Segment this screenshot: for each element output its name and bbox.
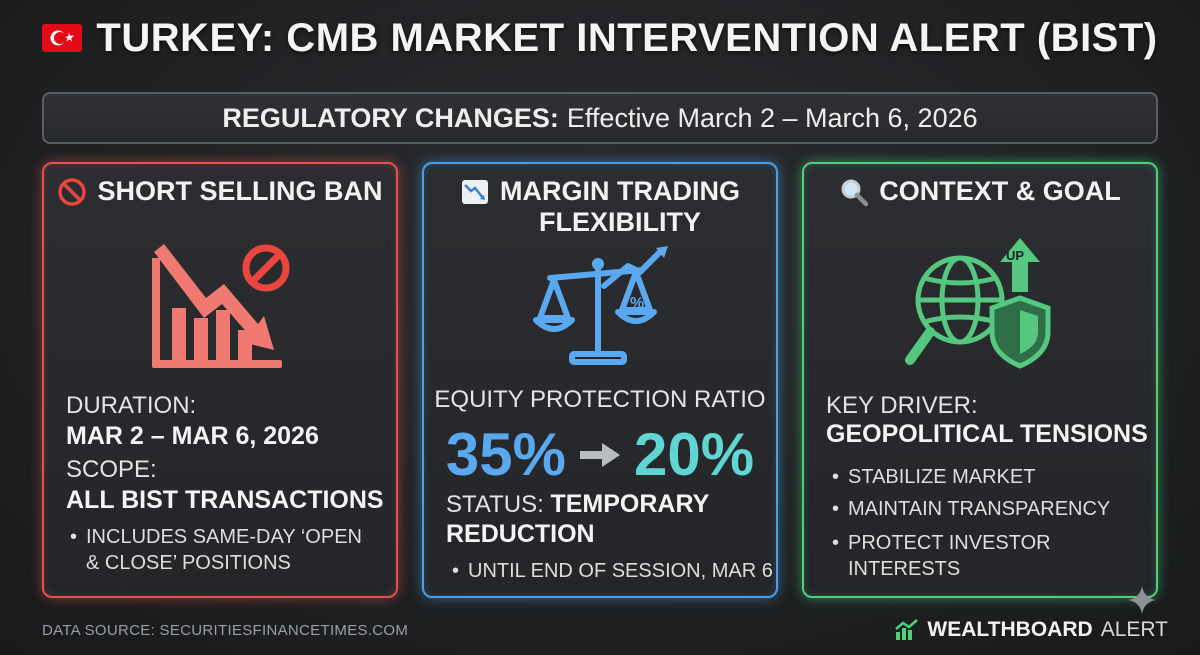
magnifier-icon xyxy=(841,179,869,207)
banner-text: Effective March 2 – March 6, 2026 xyxy=(566,102,978,133)
status-bullet: UNTIL END OF SESSION, MAR 6 xyxy=(452,558,773,584)
card-heading: CONTEXT & GOAL xyxy=(804,176,1156,207)
percent-glyph: % xyxy=(630,295,644,312)
card-heading-line2: FLEXIBILITY xyxy=(538,207,701,237)
sparkle-icon xyxy=(1128,586,1156,614)
no-entry-icon xyxy=(58,178,87,206)
header: TURKEY: CMB MARKET INTERVENTION ALERT (B… xyxy=(0,10,1200,66)
driver-value: GEOPOLITICAL TENSIONS xyxy=(826,420,1148,448)
banner-label: REGULATORY CHANGES: xyxy=(222,102,559,133)
arrow-right-icon xyxy=(580,442,620,467)
chart-decreasing-icon xyxy=(462,180,488,204)
card-context-goal: CONTEXT & GOAL UP KEY DRIVER: GEOPOLITIC… xyxy=(802,162,1158,598)
ratio-label: EQUITY PROTECTION RATIO xyxy=(434,386,766,413)
goal-bullet: MAINTAIN TRANSPARENCY xyxy=(832,496,1111,522)
driver-label: KEY DRIVER: xyxy=(826,392,978,419)
goal-bullet: STABILIZE MARKET xyxy=(832,464,1036,490)
brand-logo: WEALTHBOARD ALERT xyxy=(895,618,1168,642)
ratio-change: 35% 20% xyxy=(424,420,776,489)
card-heading-line1: MARGIN TRADING xyxy=(500,176,740,206)
ratio-from: 35% xyxy=(445,421,566,488)
scope-label: SCOPE: xyxy=(66,456,157,483)
goal-bullet: PROTECT INVESTOR INTERESTS xyxy=(832,530,1051,582)
bullet-line: UNTIL END OF SESSION, MAR 6 xyxy=(468,560,773,582)
status-line: STATUS: TEMPORARY xyxy=(446,490,709,519)
card-heading-text: SHORT SELLING BAN xyxy=(97,176,383,206)
scope-bullet: INCLUDES SAME-DAY ‘OPEN & CLOSE’ POSITIO… xyxy=(70,524,362,576)
balance-scale-icon: % xyxy=(533,246,668,365)
bullet-line: & CLOSE’ POSITIONS xyxy=(86,552,291,574)
wealthboard-logo-icon xyxy=(895,619,919,640)
data-source: DATA SOURCE: SECURITIESFINANCETIMES.COM xyxy=(42,622,409,639)
globe-shield-icon: UP xyxy=(905,238,1051,369)
brand-name: WEALTHBOARD xyxy=(927,618,1093,641)
bullet-line: MAINTAIN TRANSPARENCY xyxy=(848,498,1111,520)
ratio-to: 20% xyxy=(634,421,755,488)
falling-chart-ban-icon xyxy=(152,244,290,368)
status-value-line2: REDUCTION xyxy=(446,520,595,548)
card-heading-text: CONTEXT & GOAL xyxy=(879,176,1121,206)
bullet-line: INTERESTS xyxy=(848,558,961,580)
card-heading: SHORT SELLING BAN xyxy=(44,176,396,207)
brand-suffix: ALERT xyxy=(1100,618,1168,641)
card-heading: MARGIN TRADING FLEXIBILITY xyxy=(424,176,776,238)
bullet-line: STABILIZE MARKET xyxy=(848,466,1036,488)
card-short-selling-ban: SHORT SELLING BAN DURATION: MAR 2 – MAR … xyxy=(42,162,398,598)
regulatory-banner: REGULATORY CHANGES: Effective March 2 – … xyxy=(42,92,1158,144)
status-label: STATUS: xyxy=(446,491,544,518)
turkey-flag-icon xyxy=(42,24,83,52)
duration-label: DURATION: xyxy=(66,392,197,419)
bullet-line: PROTECT INVESTOR xyxy=(848,532,1051,554)
page-title: TURKEY: CMB MARKET INTERVENTION ALERT (B… xyxy=(96,15,1158,60)
up-glyph: UP xyxy=(1006,248,1024,263)
scope-value: ALL BIST TRANSACTIONS xyxy=(66,486,384,514)
card-margin-trading: MARGIN TRADING FLEXIBILITY % EQUITY PROT… xyxy=(422,162,778,598)
status-value-line1: TEMPORARY xyxy=(550,490,710,518)
bullet-line: INCLUDES SAME-DAY ‘OPEN xyxy=(86,526,362,548)
duration-value: MAR 2 – MAR 6, 2026 xyxy=(66,422,319,450)
